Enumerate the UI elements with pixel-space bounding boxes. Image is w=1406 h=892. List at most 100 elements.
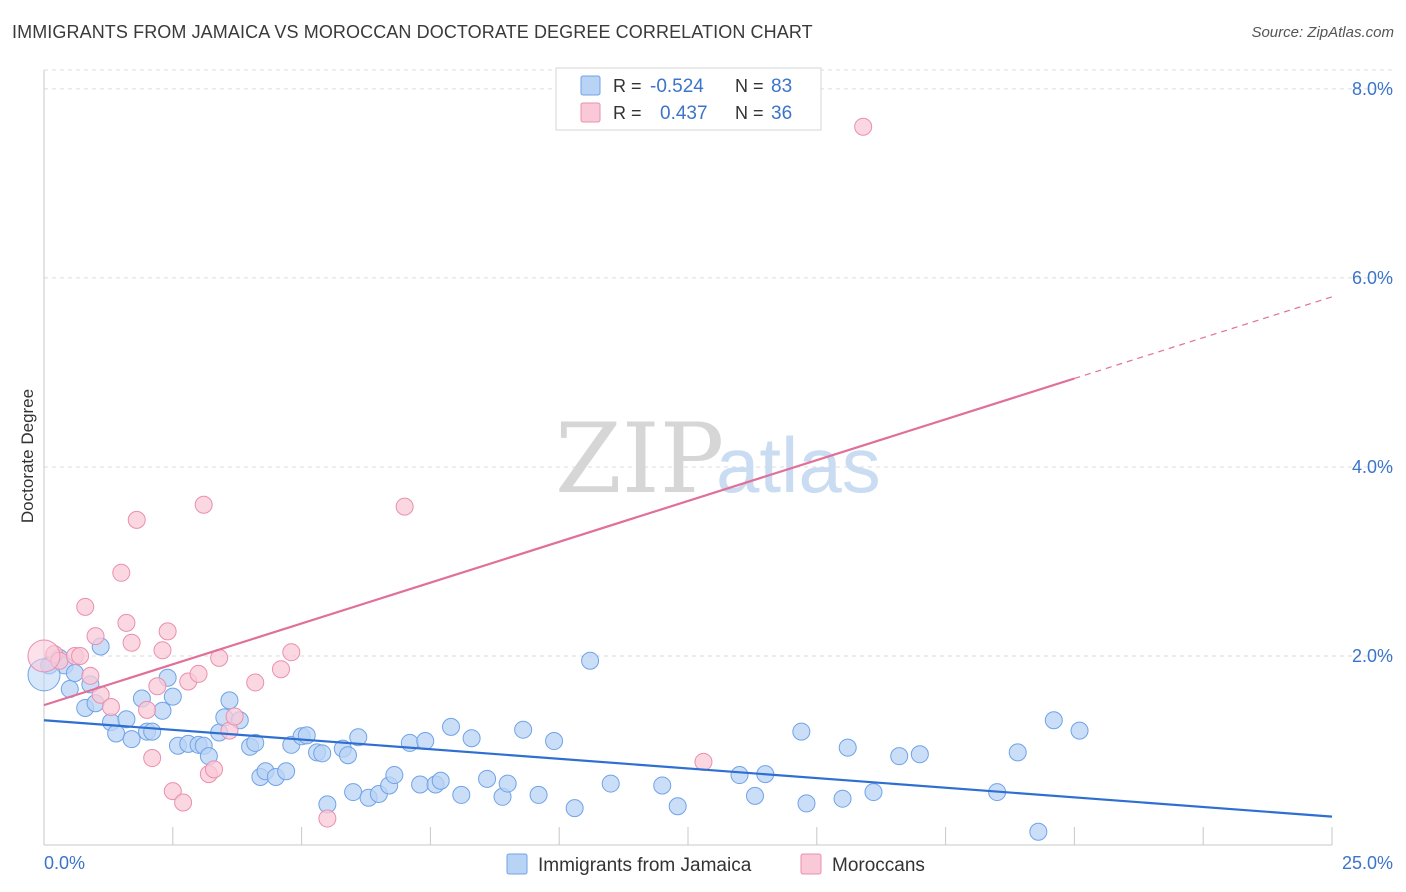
jamaica-point — [890, 747, 909, 766]
jamaica-point — [143, 722, 162, 741]
moroccan-point — [282, 643, 301, 662]
moroccan-point — [127, 510, 146, 529]
bottom-legend-swatch-jamaica — [506, 853, 528, 875]
moroccan-point — [163, 782, 182, 801]
moroccan-point — [318, 809, 337, 828]
jamaica-point — [163, 687, 182, 706]
jamaica-point — [246, 733, 265, 752]
moroccan-point — [148, 677, 167, 696]
moroccan-point — [117, 613, 136, 632]
y-tick-label-0: 2.0% — [1352, 646, 1393, 666]
moroccan-point — [174, 793, 193, 812]
watermark-zip: ZIP — [555, 403, 724, 515]
grid-lines — [44, 69, 1392, 657]
y-tick-labels: 2.0% 4.0% 6.0% 8.0% — [1352, 79, 1393, 666]
jamaica-point — [514, 720, 533, 739]
jamaica-point — [416, 732, 435, 751]
moroccan-point — [854, 117, 873, 136]
legend-n-label-1: N = — [735, 76, 764, 96]
jamaica-point — [431, 771, 450, 790]
jamaica-point — [1029, 822, 1048, 841]
jamaica-point — [545, 732, 564, 751]
moroccan-point — [271, 660, 290, 679]
jamaica-point — [910, 745, 929, 764]
jamaica-point — [1008, 743, 1027, 762]
y-tick-label-1: 4.0% — [1352, 457, 1393, 477]
y-tick-label-3: 8.0% — [1352, 79, 1393, 99]
jamaica-point — [277, 762, 296, 781]
jamaica-point — [153, 701, 172, 720]
y-axis-label: Doctorate Degree — [18, 389, 37, 523]
legend-r-label-1: R = — [613, 76, 642, 96]
jamaica-point — [797, 794, 816, 813]
moroccan-point — [138, 700, 157, 719]
jamaica-trend-line — [43, 719, 1333, 818]
moroccan-point — [27, 639, 61, 673]
moroccan-point — [225, 707, 244, 726]
jamaica-point — [653, 776, 672, 795]
jamaica-point — [117, 710, 136, 729]
moroccan-point — [101, 698, 120, 717]
series-legend: Immigrants from Jamaica Moroccans — [506, 853, 925, 876]
moroccan-points — [27, 117, 873, 828]
legend-r-value-2: 0.437 — [660, 103, 708, 124]
jamaica-point — [122, 730, 141, 749]
moroccan-point — [694, 752, 713, 771]
jamaica-point — [529, 785, 548, 804]
moroccan-point — [158, 622, 177, 641]
moroccan-point — [71, 646, 90, 665]
jamaica-point — [411, 775, 430, 794]
moroccan-point — [395, 497, 414, 516]
jamaica-point — [498, 774, 517, 793]
moroccan-trend-extension — [1074, 296, 1333, 380]
jamaica-point — [668, 797, 687, 816]
bottom-legend-jamaica: Immigrants from Jamaica — [538, 855, 752, 876]
jamaica-point — [601, 774, 620, 793]
moroccan-point — [86, 627, 105, 646]
jamaica-point — [745, 786, 764, 805]
x-tick-min: 0.0% — [44, 853, 85, 873]
moroccan-point — [76, 597, 95, 616]
jamaica-point — [462, 729, 481, 748]
jamaica-point — [478, 769, 497, 788]
jamaica-point — [442, 717, 461, 736]
jamaica-point — [452, 785, 471, 804]
chart-title: IMMIGRANTS FROM JAMAICA VS MOROCCAN DOCT… — [12, 22, 813, 42]
jamaica-point — [565, 799, 584, 818]
jamaica-point — [1044, 711, 1063, 730]
moroccan-point — [153, 641, 172, 660]
jamaica-point — [833, 789, 852, 808]
legend-r-label-2: R = — [613, 103, 642, 123]
bottom-legend-moroccans: Moroccans — [832, 855, 925, 876]
legend-n-label-2: N = — [735, 103, 764, 123]
legend-n-value-1: 83 — [771, 76, 792, 97]
jamaica-point — [313, 744, 332, 763]
jamaica-point — [344, 783, 363, 802]
source-label: Source: ZipAtlas.com — [1251, 24, 1394, 41]
moroccan-point — [81, 666, 100, 685]
jamaica-point — [838, 738, 857, 757]
jamaica-point — [65, 663, 84, 682]
jamaica-point — [349, 728, 368, 747]
jamaica-point — [581, 651, 600, 670]
jamaica-point — [385, 766, 404, 785]
jamaica-point — [1070, 721, 1089, 740]
moroccan-trend-line — [43, 377, 1075, 707]
moroccan-point — [205, 760, 224, 779]
jamaica-point — [864, 783, 883, 802]
stats-legend: R = -0.524 N = 83 R = 0.437 N = 36 — [555, 67, 822, 131]
moroccan-point — [194, 495, 213, 514]
jamaica-point — [338, 746, 357, 765]
jamaica-point — [107, 724, 126, 743]
axes — [43, 70, 1333, 846]
moroccan-point — [143, 749, 162, 768]
jamaica-point — [220, 691, 239, 710]
jamaica-point — [792, 722, 811, 741]
jamaica-point — [730, 766, 749, 785]
legend-n-value-2: 36 — [771, 103, 792, 124]
legend-swatch-jamaica — [580, 75, 601, 96]
moroccan-point — [246, 673, 265, 692]
trend-lines — [43, 296, 1333, 818]
moroccan-point — [112, 563, 131, 582]
